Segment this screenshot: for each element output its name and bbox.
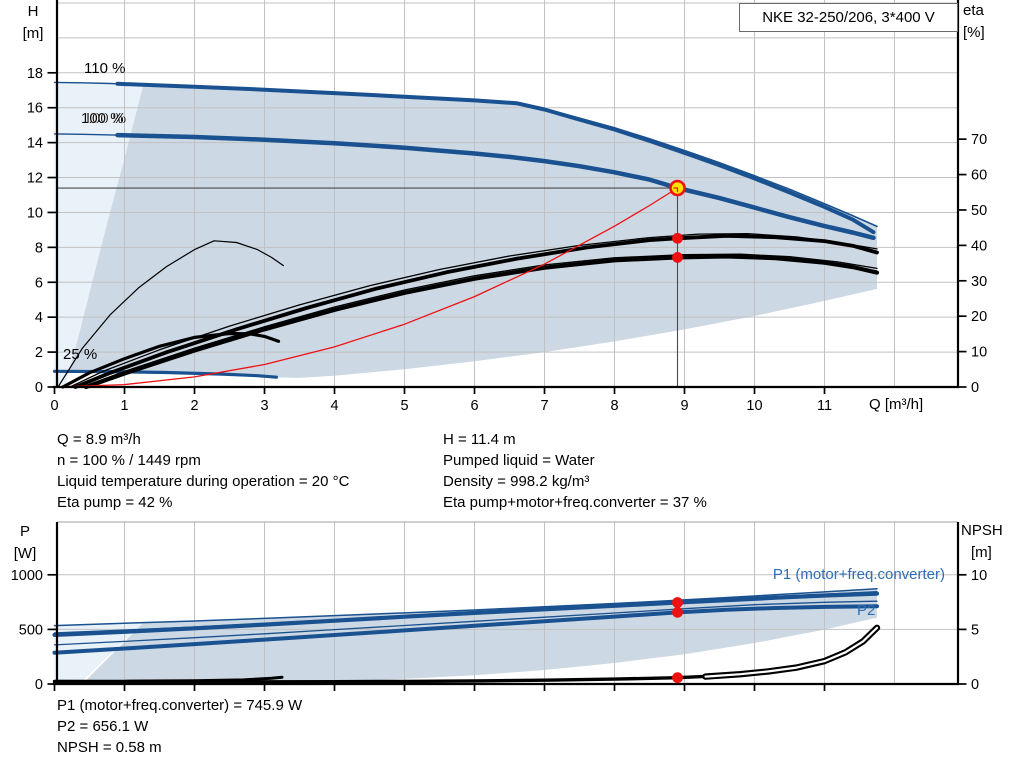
h-tick-label: 8 xyxy=(35,240,43,256)
npsh-axis-label: NPSH xyxy=(961,522,1003,539)
pump-title-box: NKE 32-250/206, 3*400 V xyxy=(739,3,958,32)
result-npsh: NPSH = 0.58 m xyxy=(57,739,162,756)
npsh-tick-label: 5 xyxy=(971,622,979,638)
q-tick-label: 8 xyxy=(610,398,618,414)
result-p1: P1 (motor+freq.converter) = 745.9 W xyxy=(57,697,303,714)
p-tick-label: 1000 xyxy=(11,568,43,584)
envelope-light xyxy=(54,82,144,388)
eta-tick-label: 50 xyxy=(971,203,987,219)
eta-tick-label: 70 xyxy=(971,132,987,148)
q-tick-label: 2 xyxy=(190,398,198,414)
h-tick-label: 2 xyxy=(35,345,43,361)
eta-marker-dot xyxy=(672,232,683,244)
speed-label-25: 25 % xyxy=(63,346,98,363)
h-tick-label: 6 xyxy=(35,275,43,291)
eta-25-total-curve xyxy=(61,331,281,389)
eta-tick-label: 60 xyxy=(971,168,987,184)
q-axis-label: Q [m³/h] xyxy=(869,396,924,413)
eta-tick-label: 20 xyxy=(971,309,987,325)
q-tick-label: 11 xyxy=(817,398,832,414)
info-pumped-liquid: Pumped liquid = Water xyxy=(443,452,595,469)
h-tick-label: 16 xyxy=(27,101,43,117)
eta-tick-label: 40 xyxy=(971,238,987,254)
speed-label-110: 110 % xyxy=(84,60,126,77)
p1-envelope-top-curve xyxy=(53,588,878,627)
npsh-tick-label: 10 xyxy=(971,568,987,584)
p-envelope-light xyxy=(54,622,144,684)
p-axis-label: P xyxy=(19,523,30,540)
q-tick-label: 0 xyxy=(50,398,58,414)
eta-marker-dot xyxy=(672,252,683,263)
eta-tick-label: 0 xyxy=(971,380,979,396)
info-eta-total: Eta pump+motor+freq.converter = 37 % xyxy=(443,494,707,511)
h-tick-label: 18 xyxy=(27,66,43,82)
h-tick-label: 12 xyxy=(27,171,43,187)
curve-110-curve xyxy=(115,81,876,235)
power-marker-dot xyxy=(672,606,683,618)
npsh-steep-core-curve xyxy=(704,626,879,678)
eta-axis-unit: [%] xyxy=(963,24,985,41)
npsh-tick-label: 0 xyxy=(971,677,979,693)
power-marker-dot xyxy=(672,672,683,684)
h-axis-label: H xyxy=(27,3,39,20)
p-tick-label: 0 xyxy=(35,677,43,693)
info-density: Density = 998.2 kg/m³ xyxy=(443,473,590,490)
info-h: H = 11.4 m xyxy=(443,431,516,448)
h-axis-unit: [m] xyxy=(22,25,44,42)
eta-total-thin-curve xyxy=(81,253,878,388)
q-tick-label: 1 xyxy=(120,398,128,414)
result-p2: P2 = 656.1 W xyxy=(57,718,149,735)
h-tick-label: 4 xyxy=(35,310,43,326)
p1-curve-curve xyxy=(52,591,880,638)
eta-total-curve xyxy=(83,254,880,390)
q-tick-label: 10 xyxy=(746,398,762,414)
system-curve-curve xyxy=(53,187,679,388)
q-tick-label: 6 xyxy=(470,398,478,414)
p-tick-label: 500 xyxy=(19,622,43,638)
p-axis-unit: [W] xyxy=(13,545,37,562)
h-tick-label: 10 xyxy=(27,205,43,221)
q-tick-label: 7 xyxy=(540,398,548,414)
p2-curve-label: P2 xyxy=(857,602,876,619)
curve-100-curve xyxy=(115,132,876,241)
h-tick-label: 14 xyxy=(27,136,43,152)
npsh-axis-unit: [m] xyxy=(971,544,992,561)
speed-label-100: 100 % xyxy=(81,110,124,127)
q-tick-label: 5 xyxy=(400,398,408,414)
q-tick-label: 3 xyxy=(260,398,268,414)
info-liquid-temp: Liquid temperature during operation = 20… xyxy=(57,473,350,490)
q-tick-label: 9 xyxy=(680,398,688,414)
info-speed: n = 100 % / 1449 rpm xyxy=(57,452,201,469)
eta-pump-curve xyxy=(73,233,879,389)
eta-axis-label: eta xyxy=(963,2,984,19)
q-tick-label: 4 xyxy=(330,398,338,414)
eta-25-pump-curve xyxy=(57,240,284,388)
eta-tick-label: 30 xyxy=(971,274,987,290)
eta-tick-label: 10 xyxy=(971,345,987,361)
p2-110-thin-curve xyxy=(53,600,878,646)
operating-point-cross xyxy=(673,187,679,193)
p2-curve-curve xyxy=(52,604,879,655)
power-marker-dot xyxy=(672,597,683,608)
info-q: Q = 8.9 m³/h xyxy=(57,431,141,448)
p1-curve-label: P1 (motor+freq.converter) xyxy=(772,566,945,583)
envelope-dark xyxy=(69,85,877,378)
h-tick-label: 0 xyxy=(35,380,43,396)
info-eta-pump: Eta pump = 42 % xyxy=(57,494,173,511)
